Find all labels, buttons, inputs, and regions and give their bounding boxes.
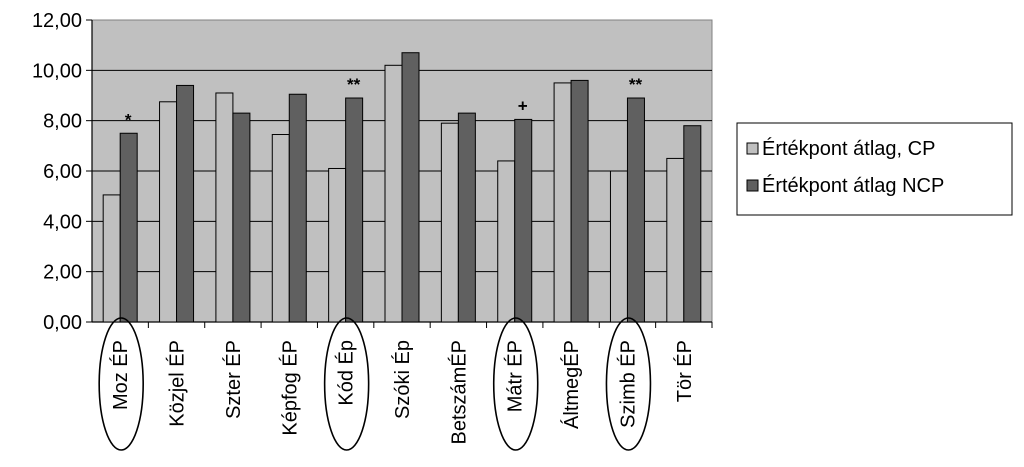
bar-cp: [666, 157, 685, 323]
x-category-label: BetszámÉP: [447, 340, 470, 444]
bar-cp: [609, 170, 628, 323]
highlight-ellipse: [492, 317, 539, 451]
significance-marker: **: [629, 75, 643, 94]
highlight-ellipse: [605, 317, 652, 451]
bar-ncp: [514, 118, 533, 323]
x-category-label: Képfog ÉP: [278, 340, 301, 436]
legend: Értékpont átlag, CP Értékpont átlag NCP: [736, 122, 1013, 216]
bar-cp: [384, 64, 403, 323]
x-category-label: ÁltmegÉP: [560, 340, 583, 429]
x-category-label: Szóki Ép: [391, 340, 414, 419]
legend-swatch: [746, 179, 759, 192]
bar-cp: [159, 101, 178, 323]
x-category-label: Szimb ÉP: [616, 340, 639, 428]
y-tick-label: 2,00: [43, 262, 82, 284]
bar-ncp: [683, 125, 702, 323]
x-category-label: Szter ÉP: [222, 340, 245, 419]
y-tick-label: 10,00: [32, 60, 82, 82]
legend-label: Értékpont átlag NCP: [762, 174, 944, 197]
bar-ncp: [288, 93, 307, 323]
y-tick-label: 4,00: [43, 211, 82, 233]
bar-cp: [102, 194, 121, 323]
bar-ncp: [457, 112, 476, 323]
bar-ncp: [626, 97, 645, 323]
x-category-label: Közjel ÉP: [166, 340, 189, 427]
bar-cp: [271, 134, 290, 323]
legend-label: Értékpont átlag, CP: [762, 137, 935, 160]
highlight-ellipse: [98, 317, 144, 451]
bar-ncp: [119, 132, 138, 323]
bar-cp: [328, 167, 347, 323]
x-category-label: Moz ÉP: [109, 340, 132, 410]
highlight-ellipse: [323, 317, 370, 451]
y-tick-label: 6,00: [43, 161, 82, 183]
bar-ncp: [345, 97, 364, 323]
significance-marker: **: [347, 75, 361, 94]
y-tick-label: 0,00: [43, 312, 82, 334]
bar-cp: [497, 160, 516, 323]
bar-cp: [440, 122, 459, 323]
x-category-label: Mátr ÉP: [504, 340, 527, 412]
bar-ncp: [232, 112, 251, 323]
x-category-label: Kód Ép: [335, 340, 358, 406]
legend-swatch: [746, 142, 759, 155]
bar-cp: [553, 82, 572, 323]
significance-marker: *: [125, 110, 132, 129]
x-category-label: Tör ÉP: [673, 340, 696, 402]
y-tick-label: 12,00: [32, 10, 82, 32]
bar-ncp: [176, 84, 195, 323]
y-tick-label: 8,00: [43, 111, 82, 133]
legend-box: [736, 122, 1013, 216]
bar-ncp: [570, 79, 589, 323]
bar-ncp: [401, 52, 420, 323]
bar-cp: [215, 92, 234, 323]
significance-marker: +: [518, 96, 528, 115]
